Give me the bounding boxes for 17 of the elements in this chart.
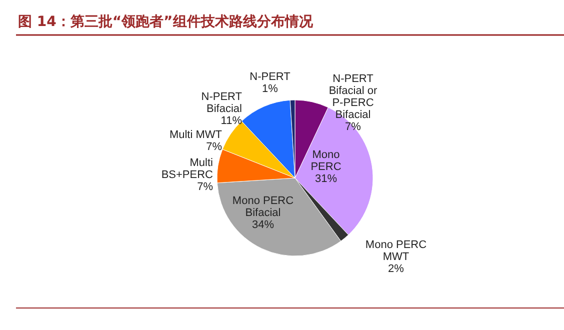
data-label: 2% (388, 263, 404, 275)
chart-title: 图 14：第三批“领跑者”组件技术路线分布情况 (18, 14, 314, 30)
data-label: 7% (345, 121, 362, 133)
data-label: 34% (252, 219, 274, 231)
data-label: 7% (197, 181, 214, 193)
data-label: 31% (314, 173, 338, 185)
slice-label: Multi BS+PERC (161, 157, 214, 181)
slice-label: N-PERT (250, 71, 291, 83)
slice-label: Mono PERC Bifacial (232, 195, 294, 219)
slice-label: N-PERT Bifacial (201, 91, 242, 115)
slice-label: Multi MWT (169, 129, 222, 141)
slice-label: Mono PERC MWT (365, 239, 427, 263)
data-label: 7% (206, 141, 222, 153)
slice-label: Mono PERC (310, 149, 342, 173)
slice-label: N-PERT Bifacial or P-PERC Bifacial (328, 73, 378, 121)
data-label: 1% (262, 83, 278, 95)
data-label: 11% (220, 115, 242, 127)
